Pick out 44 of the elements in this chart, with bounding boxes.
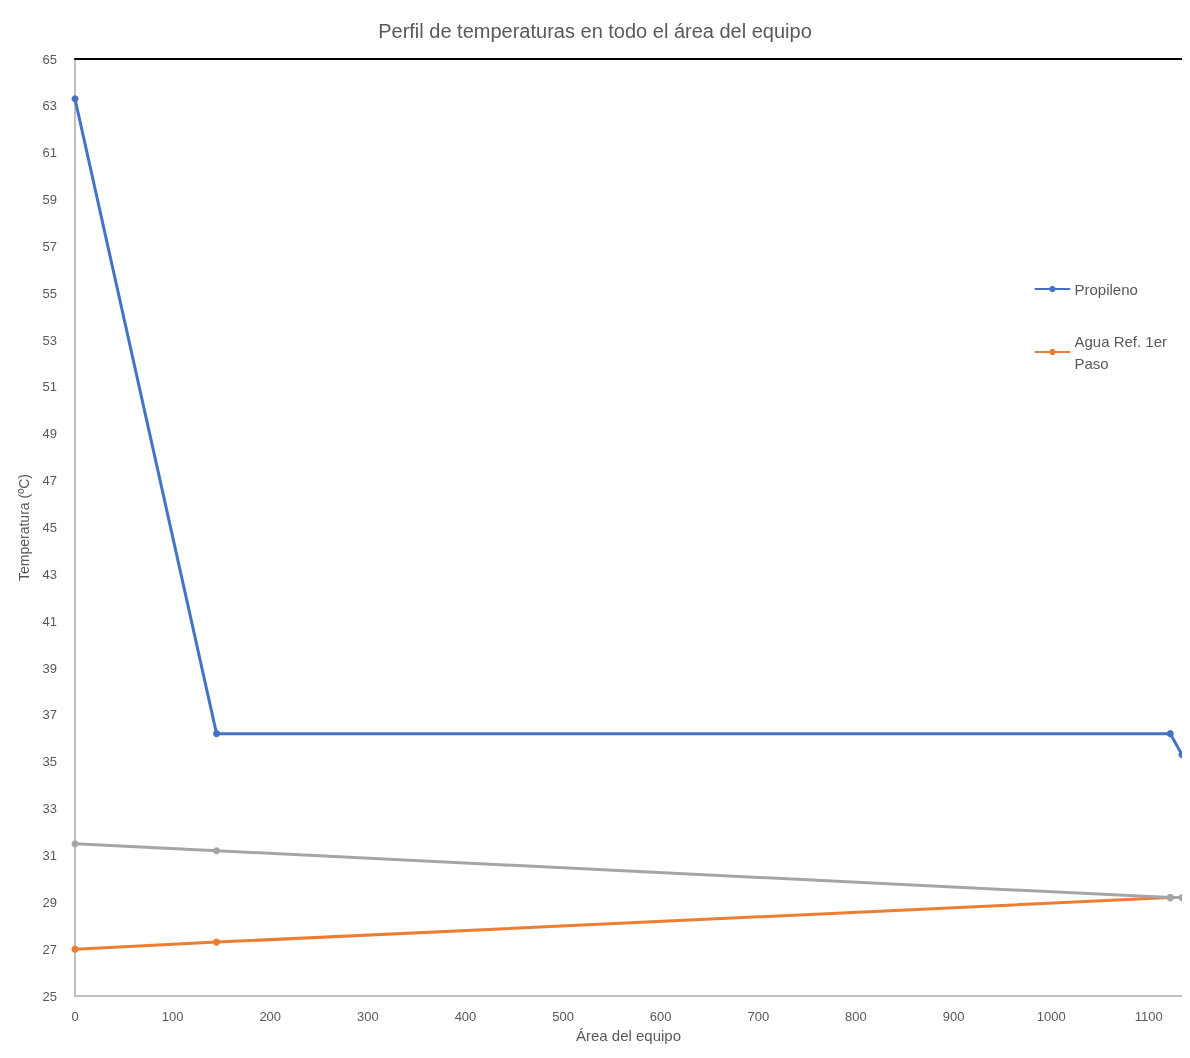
y-tick-label: 25 [42,988,57,1004]
point [1166,730,1174,738]
y-tick-label: 63 [42,98,57,114]
y-tick-label: 61 [42,145,57,161]
x-tick-label: 500 [552,1009,574,1024]
x-tick-label: 400 [454,1009,477,1024]
y-tick-label: 53 [42,332,57,348]
y-tick-label: 47 [42,473,57,489]
legend-label: Agua Ref. 1er Paso [1074,332,1168,372]
x-axis-title: Área del equipo [575,1026,682,1044]
y-tick-label: 27 [42,941,57,957]
y-tick-label: 51 [42,379,57,395]
chart-title: Perfil de temperaturas en todo el área del equipo [378,20,812,42]
y-tick-label: 33 [42,801,57,817]
x-tick-label: 900 [942,1009,965,1024]
x-tick-label: 1100 [1134,1009,1163,1024]
y-axis-title: Temperatura (ºC) [16,473,32,582]
x-tick-label: 600 [649,1009,672,1024]
x-tick-label: 100 [161,1009,184,1024]
x-tick-label: 0 [71,1009,79,1024]
y-tick-label: 31 [42,847,57,863]
y-tick-label: 29 [42,894,57,910]
y-tick-label: 43 [42,566,57,582]
y-tick-label: 35 [42,754,57,770]
y-tick-label: 49 [42,426,57,442]
point [71,95,79,103]
y-tick-label: 41 [42,613,57,629]
point [213,938,221,946]
x-tick-label: 800 [845,1009,867,1024]
point [71,840,79,848]
point [213,730,221,738]
legend-label: Propileno [1074,280,1138,298]
y-tick-label: 55 [42,285,57,301]
y-tick-label: 59 [42,192,57,208]
y-tick-label: 39 [42,660,57,676]
y-tick-label: 57 [42,238,57,254]
x-tick-label: 300 [357,1009,379,1024]
x-tick-label: 1000 [1036,1009,1066,1024]
x-tick-label: 200 [259,1009,282,1024]
x-tick-label: 700 [747,1009,770,1024]
point [213,847,221,855]
y-tick-label: 65 [42,51,57,67]
y-tick-label: 45 [42,520,57,535]
y-tick-label: 37 [42,707,57,723]
